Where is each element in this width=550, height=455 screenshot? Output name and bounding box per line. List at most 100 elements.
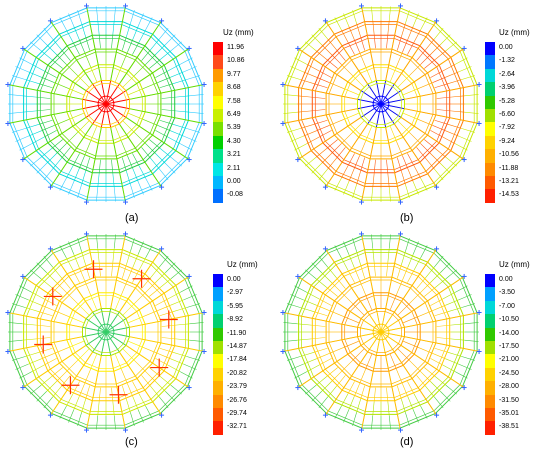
radial-member (175, 110, 190, 113)
radial-member (41, 125, 55, 132)
ring-member (357, 308, 405, 356)
main-rib (110, 233, 126, 309)
center-spoke (100, 308, 107, 333)
radial-member (373, 262, 376, 277)
legend-swatch (485, 381, 495, 395)
radial-member (360, 264, 366, 279)
center-spoke (82, 98, 107, 105)
center-spoke (85, 103, 107, 118)
radial-member (159, 50, 172, 60)
main-rib (361, 233, 377, 309)
radial-member (30, 41, 42, 51)
main-rib (404, 312, 480, 328)
radial-member (306, 292, 320, 300)
radial-member (283, 94, 298, 97)
radial-member (77, 184, 82, 198)
radial-member (122, 348, 135, 361)
main-rib (22, 276, 87, 320)
center-spoke (105, 308, 112, 333)
radial-member (31, 64, 45, 72)
radial-member (128, 88, 144, 96)
radial-member (353, 155, 360, 169)
radial-member (405, 184, 410, 198)
radial-member (130, 10, 135, 24)
radial-member (416, 277, 426, 289)
radial-member (401, 170, 406, 185)
legend-tick-label: -21.00 (499, 356, 519, 364)
radial-member (294, 57, 308, 65)
radial-member (409, 292, 421, 304)
radial-member (430, 298, 443, 306)
legend-swatch (485, 149, 495, 163)
center-spoke (380, 311, 395, 333)
legend-swatch (213, 68, 223, 83)
caption-a: (a) (125, 212, 139, 224)
caption-d: (d) (400, 436, 414, 448)
radial-member (145, 245, 153, 259)
radial-member (347, 381, 355, 394)
radial-member (306, 136, 320, 144)
radial-member (306, 64, 320, 72)
center-spoke (92, 311, 107, 333)
radial-member (424, 367, 436, 377)
legend-swatch (213, 300, 223, 315)
radial-member (134, 132, 146, 144)
legend-swatch (485, 341, 495, 355)
radial-member (389, 126, 397, 142)
radial-member (401, 398, 406, 413)
radial-member (36, 324, 51, 327)
main-rib (7, 312, 83, 328)
radial-member (155, 153, 166, 164)
radial-member (343, 88, 359, 96)
radial-member (130, 238, 135, 252)
radial-member (43, 28, 53, 40)
radial-member (126, 398, 131, 413)
radial-member (356, 398, 361, 413)
radial-member (159, 28, 169, 40)
radial-member (189, 94, 204, 97)
legend-tick-label: 0.00 (227, 178, 241, 185)
ring-member (97, 323, 115, 341)
radial-member (150, 38, 160, 51)
radial-member (59, 177, 67, 191)
radial-member (167, 136, 181, 144)
radial-member (114, 66, 122, 82)
radial-member (294, 143, 308, 151)
legend-swatch (213, 55, 223, 69)
radial-member (189, 111, 204, 114)
radial-member (132, 42, 140, 55)
center-spoke (357, 103, 382, 110)
radial-member (402, 267, 409, 281)
radial-member (283, 322, 298, 325)
legend-swatch (213, 341, 223, 355)
center-spoke (360, 331, 382, 346)
legend-tick-label: -2.64 (499, 70, 515, 78)
legend-tick-label: 3.21 (227, 151, 241, 159)
radial-member (311, 109, 326, 112)
radial-member (331, 54, 342, 65)
center-spoke (380, 90, 402, 105)
radial-member (126, 170, 131, 185)
radial-member (353, 267, 360, 281)
radial-member (326, 139, 338, 149)
radial-member (28, 130, 42, 137)
radial-member (128, 340, 144, 348)
center-spoke (105, 103, 120, 125)
center-spoke (380, 326, 405, 333)
radial-member (8, 339, 23, 342)
radial-member (436, 324, 451, 327)
radial-member (417, 82, 433, 89)
radial-member (336, 375, 346, 387)
radial-member (413, 257, 421, 271)
radial-member (313, 119, 328, 125)
radial-member (66, 292, 78, 304)
radial-member (132, 153, 140, 166)
radial-member (300, 124, 315, 129)
radial-member (127, 39, 134, 53)
radial-member (396, 157, 402, 172)
radial-member (402, 383, 409, 397)
legend-swatch (485, 394, 495, 408)
radial-member (121, 368, 128, 384)
legend-tick-label: 7.58 (227, 97, 241, 105)
radial-member (161, 96, 176, 99)
